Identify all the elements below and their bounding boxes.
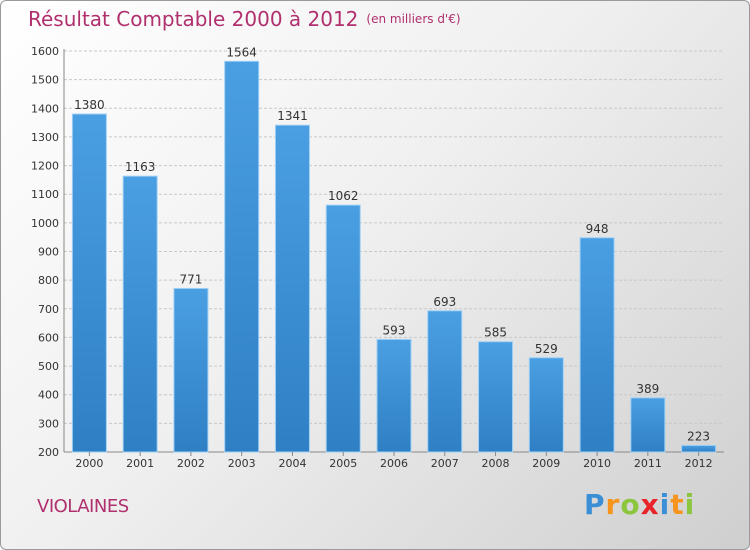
x-tick-label: 2004 bbox=[278, 457, 306, 470]
chart-title: Résultat Comptable 2000 à 2012 (en millie… bbox=[28, 7, 461, 31]
x-tick-label: 2008 bbox=[482, 457, 510, 470]
y-tick-label: 1100 bbox=[31, 188, 59, 201]
y-tick-label: 900 bbox=[38, 246, 59, 259]
data-label: 1380 bbox=[74, 98, 105, 112]
data-label: 529 bbox=[535, 342, 558, 356]
chart-subtitle: (en milliers d'€) bbox=[366, 12, 461, 26]
y-tick-label: 1300 bbox=[31, 131, 59, 144]
bar bbox=[173, 287, 209, 453]
commune-name: VIOLAINES bbox=[37, 496, 129, 517]
bar bbox=[224, 60, 260, 453]
bar bbox=[376, 338, 412, 453]
y-tick-label: 1400 bbox=[31, 102, 59, 115]
logo-letter: i bbox=[659, 488, 671, 521]
bar bbox=[122, 175, 158, 453]
y-tick-label: 400 bbox=[38, 389, 59, 402]
logo-letter: x bbox=[640, 488, 660, 521]
data-label: 1163 bbox=[125, 160, 156, 174]
y-tick-label: 600 bbox=[38, 331, 59, 344]
x-tick-label: 2002 bbox=[177, 457, 205, 470]
data-label: 1062 bbox=[328, 189, 359, 203]
bar bbox=[579, 237, 615, 453]
logo-letter: i bbox=[684, 488, 696, 521]
data-label: 693 bbox=[433, 295, 456, 309]
logo-letter: o bbox=[620, 488, 641, 521]
x-tick-label: 2012 bbox=[685, 457, 713, 470]
data-label: 389 bbox=[636, 382, 659, 396]
data-label: 593 bbox=[383, 323, 406, 337]
y-tick-label: 1600 bbox=[31, 45, 59, 58]
bar bbox=[528, 357, 564, 453]
x-tick-label: 2006 bbox=[380, 457, 408, 470]
x-tick-label: 2011 bbox=[634, 457, 662, 470]
y-tick-label: 700 bbox=[38, 303, 59, 316]
x-tick-label: 2010 bbox=[583, 457, 611, 470]
bar bbox=[427, 310, 463, 453]
data-label: 771 bbox=[179, 272, 202, 286]
bar bbox=[630, 397, 666, 453]
x-tick-label: 2001 bbox=[126, 457, 154, 470]
bar bbox=[71, 113, 107, 453]
bar bbox=[478, 341, 514, 453]
data-label: 585 bbox=[484, 326, 507, 340]
logo-letter: P bbox=[584, 488, 606, 521]
y-tick-label: 300 bbox=[38, 417, 59, 430]
y-tick-label: 200 bbox=[38, 446, 59, 459]
proxiti-logo: Proxiti bbox=[584, 488, 695, 521]
y-tick-label: 800 bbox=[38, 274, 59, 287]
y-tick-label: 1200 bbox=[31, 160, 59, 173]
data-label: 1341 bbox=[277, 109, 308, 123]
x-tick-label: 2000 bbox=[75, 457, 103, 470]
data-label: 948 bbox=[586, 222, 609, 236]
bar bbox=[681, 444, 717, 453]
bar bbox=[274, 124, 310, 453]
y-tick-label: 1500 bbox=[31, 74, 59, 87]
y-tick-label: 500 bbox=[38, 360, 59, 373]
y-tick-label: 1000 bbox=[31, 217, 59, 230]
data-label: 223 bbox=[687, 429, 710, 443]
logo-letter: r bbox=[605, 488, 621, 521]
data-label: 1564 bbox=[226, 45, 257, 59]
chart-title-text: Résultat Comptable 2000 à 2012 bbox=[28, 7, 359, 31]
x-tick-label: 2007 bbox=[431, 457, 459, 470]
x-tick-label: 2009 bbox=[532, 457, 560, 470]
bar bbox=[325, 204, 361, 453]
x-tick-label: 2003 bbox=[228, 457, 256, 470]
logo-letter: t bbox=[670, 488, 685, 521]
x-tick-label: 2005 bbox=[329, 457, 357, 470]
